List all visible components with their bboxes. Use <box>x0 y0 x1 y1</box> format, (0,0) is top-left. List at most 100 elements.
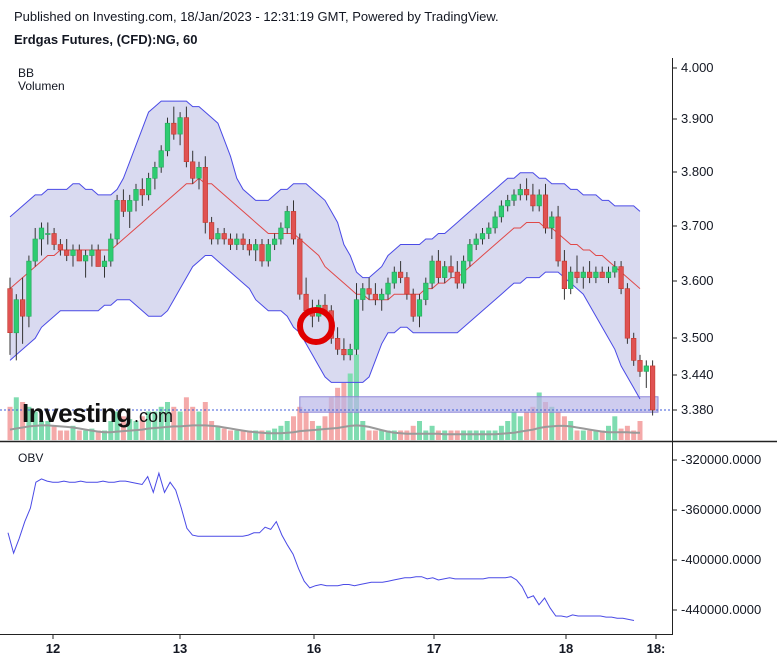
candle-body <box>448 266 454 273</box>
bb-upper-line <box>9 100 641 279</box>
volume-bar <box>171 406 177 441</box>
candle-body <box>442 266 448 278</box>
candle-body <box>347 348 353 356</box>
candle-body <box>555 216 561 262</box>
candle-body <box>599 271 605 278</box>
red-circle <box>297 307 335 345</box>
candle-body <box>234 238 240 245</box>
candle-body <box>152 167 158 179</box>
volume-bar <box>265 430 271 440</box>
candle-body <box>120 200 126 212</box>
candle-body <box>246 244 253 251</box>
candle-body <box>536 194 542 207</box>
candle-body <box>574 271 580 278</box>
volume-bar <box>587 430 593 440</box>
candle-body <box>196 167 202 179</box>
price-tick-label: 3.440 <box>681 367 714 382</box>
time-tick-label: 16 <box>307 641 321 656</box>
volume-bar <box>561 416 567 441</box>
volume-bar <box>517 416 523 441</box>
candle-body <box>32 238 38 262</box>
candle-body <box>19 299 26 317</box>
volume-bar <box>95 430 101 440</box>
volume-bar <box>228 430 233 440</box>
volume-bar <box>284 421 290 440</box>
candle-body <box>70 249 76 256</box>
volume-bar <box>372 430 378 440</box>
candle-body <box>215 233 221 240</box>
obv-line <box>7 471 635 621</box>
time-tick-label: 18: <box>647 641 666 656</box>
candle-body <box>158 150 164 168</box>
candle-body <box>612 266 618 273</box>
volume-bar <box>316 425 322 441</box>
candle-body <box>127 200 133 212</box>
obv-tick-label: -360000.0000 <box>681 502 761 517</box>
volume-bar <box>398 430 404 440</box>
candle-body <box>391 271 397 284</box>
volume-bar <box>385 430 391 440</box>
candle-body <box>51 233 57 245</box>
candle-body <box>643 365 649 372</box>
volume-bar <box>391 430 397 440</box>
volume-bar <box>26 406 32 441</box>
obv-tick-label: -400000.0000 <box>681 552 761 567</box>
volume-bar <box>423 430 429 440</box>
volume-bar <box>524 411 530 440</box>
volume-ma-line <box>9 424 640 436</box>
candle-body <box>649 365 656 411</box>
volume-bar <box>57 430 63 440</box>
volume-bar <box>272 428 278 440</box>
candle-body <box>360 288 366 300</box>
candle-body <box>624 288 630 339</box>
volume-bar <box>568 421 574 440</box>
volume-bar <box>39 421 44 440</box>
volume-bar <box>511 411 517 440</box>
bb-fill-area <box>10 101 640 399</box>
published-info: Published on Investing.com, 18/Jan/2023 … <box>14 9 499 24</box>
candle-body <box>26 260 32 317</box>
volume-bar <box>139 416 145 441</box>
volume-bar <box>127 419 133 440</box>
bb-lower-line <box>9 255 641 400</box>
volume-bar <box>335 387 341 441</box>
volume-bar <box>51 425 57 441</box>
obv-tick-label: -440000.0000 <box>681 602 761 617</box>
volume-bar <box>246 430 252 440</box>
candle-body <box>505 200 511 207</box>
indicator-label-bb: BB <box>18 66 35 80</box>
volume-bar <box>618 428 624 440</box>
volume-bar <box>593 430 599 440</box>
volume-bar <box>64 430 70 440</box>
volume-bar <box>631 430 637 440</box>
bollinger-band-fill <box>10 101 640 399</box>
candle-body <box>542 194 549 229</box>
volume-bar <box>530 406 536 441</box>
candle-body <box>593 271 599 278</box>
candle-body <box>108 238 114 262</box>
volume-bar <box>404 430 410 440</box>
candle-body <box>101 260 108 267</box>
candle-body <box>240 238 246 245</box>
candlesticks <box>7 106 656 416</box>
volume-bar <box>328 397 334 441</box>
candle-body <box>435 260 442 278</box>
candle-body <box>284 211 290 229</box>
volume-bar <box>83 430 89 440</box>
volume-bar <box>190 406 196 441</box>
candle-body <box>379 293 385 301</box>
candle-body <box>171 122 177 135</box>
volume-bar <box>120 416 126 441</box>
volume-bar <box>435 430 441 440</box>
price-tick-label: 3.600 <box>681 273 714 288</box>
volume-bar <box>637 421 643 440</box>
volume-bar <box>7 406 13 441</box>
candle-body <box>372 293 379 301</box>
volume-bar <box>152 411 158 440</box>
candle-body <box>278 227 284 240</box>
candle-body <box>114 200 120 240</box>
volume-bar <box>76 430 82 440</box>
candle-body <box>605 271 612 278</box>
time-tick-label: 13 <box>173 641 187 656</box>
